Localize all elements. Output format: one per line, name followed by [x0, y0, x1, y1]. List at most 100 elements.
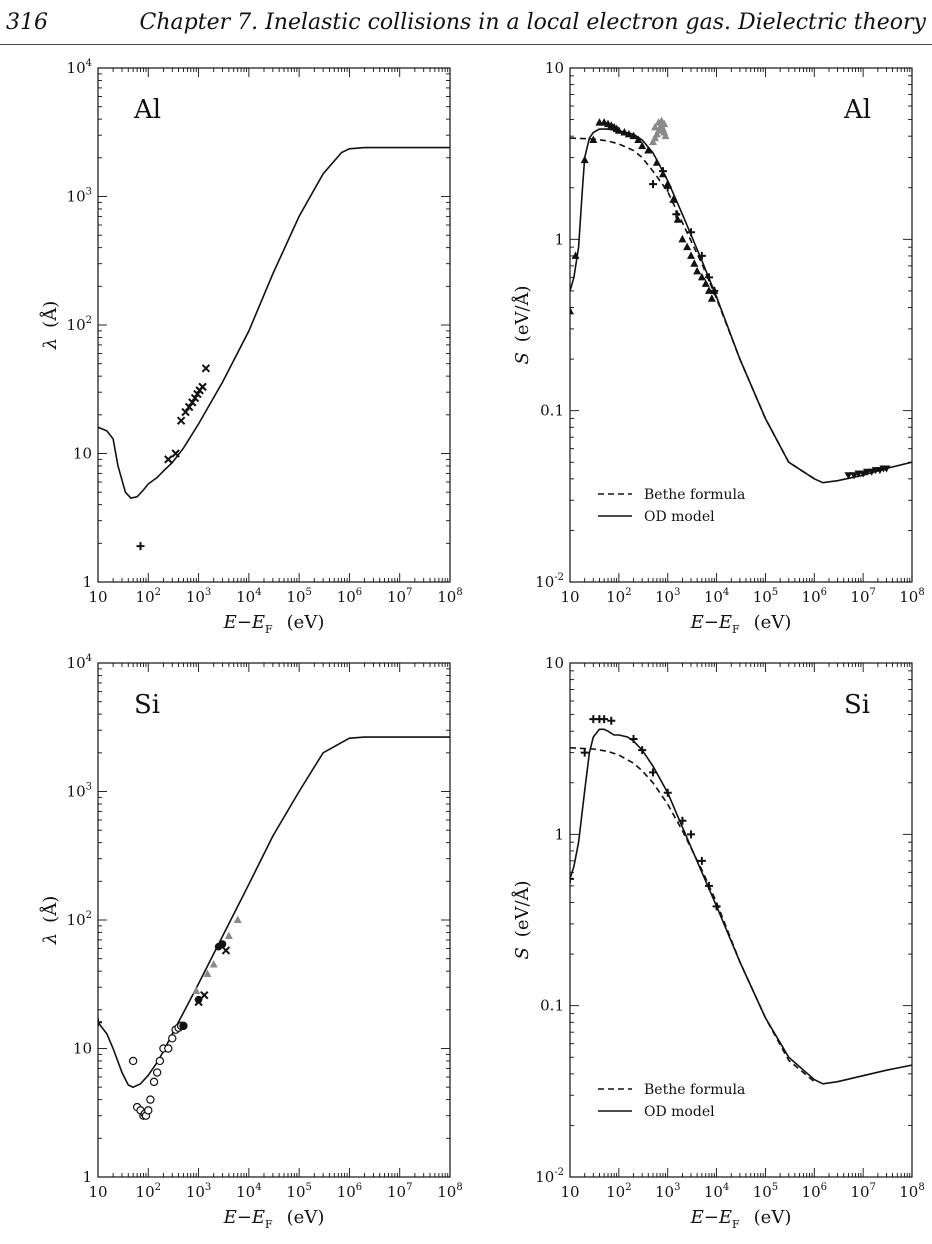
legend-label: OD model: [644, 1104, 715, 1120]
y-tick-label: 10: [545, 59, 564, 77]
axis-ticks: [97, 663, 450, 1178]
x-tick-label: 103: [186, 1182, 211, 1201]
x-tick-label: 102: [606, 587, 631, 606]
x-tick-label: 107: [387, 1182, 412, 1201]
x-tick-label: 107: [387, 587, 412, 606]
x-axis-label: E−EF (eV): [223, 612, 325, 636]
solid-line: [570, 728, 912, 1085]
data-point-filled-circle: [218, 940, 227, 948]
data-point-triangle: [614, 126, 623, 134]
data-point-triangle: [697, 272, 706, 281]
y-tick-label: 104: [67, 58, 92, 77]
x-tick-label: 102: [136, 587, 161, 606]
data-point-triangle: [652, 158, 661, 166]
data-point-grey: [192, 986, 201, 995]
data-point-grey: [203, 969, 212, 977]
x-tick-label: 104: [236, 1182, 261, 1201]
legend: Bethe formula OD model: [598, 1082, 745, 1120]
x-tick-label: 10: [88, 588, 107, 606]
data-point-cross: [190, 393, 200, 403]
data-point-plus: [658, 167, 667, 176]
page-number: 316: [6, 10, 48, 35]
x-tick-label: 106: [802, 587, 827, 606]
data-point-open-circle: [152, 1068, 162, 1077]
solid-line: [570, 128, 912, 484]
x-tick-label: 105: [286, 587, 311, 606]
y-tick-label: 102: [67, 910, 92, 929]
data-point-triangle: [644, 145, 653, 154]
series-group: [570, 715, 912, 1085]
y-axis-label: λ(Å): [39, 301, 61, 350]
data-point-filled-circle: [179, 1022, 188, 1030]
data-point-cross: [188, 398, 197, 407]
y-tick-label: 0.1: [540, 997, 564, 1015]
y-tick-label: 1: [554, 825, 564, 843]
x-tick-label: 106: [337, 1182, 362, 1201]
dashed-line: [570, 747, 815, 1083]
data-point-grey: [660, 119, 669, 128]
legend-label: Bethe formula: [644, 487, 745, 503]
chart-al-stopping-power: 10 102 103 104 105 106 107 108 10-2 0.1 1 10 E−EF (eV…: [511, 59, 925, 636]
data-point-open-circle: [164, 1044, 173, 1053]
material-label: Al: [133, 95, 161, 125]
data-point-plus: [649, 768, 658, 777]
data-point-plus: [570, 874, 574, 883]
x-tick-label: 103: [655, 587, 680, 606]
x-tick-label: 106: [337, 587, 362, 606]
data-point-grey: [649, 137, 658, 145]
dashed-line: [570, 137, 815, 480]
data-point-cross: [200, 990, 209, 1000]
data-point-triangle: [570, 306, 574, 315]
data-point-cross: [198, 382, 207, 392]
data-point-open-circle: [144, 1106, 153, 1115]
data-point-triangle: [693, 266, 702, 275]
data-point-cross: [194, 997, 203, 1007]
y-tick-label: 1: [82, 573, 92, 591]
data-point-triangle: [634, 135, 643, 143]
x-tick-label: 105: [753, 1182, 778, 1201]
y-tick-label: 10-2: [535, 572, 564, 591]
legend: Bethe formula OD model: [598, 487, 745, 525]
data-point-grey: [651, 122, 660, 131]
chart-si-stopping-power: 10 102 103 104 105 106 107 108 10-2 0.1 1 10 E−EF (eV…: [511, 654, 925, 1231]
plot-frame: [569, 67, 913, 583]
y-tick-label: 103: [67, 782, 92, 801]
axis-ticks: [569, 68, 912, 583]
data-point-cross: [176, 416, 186, 425]
y-tick-label: 10-2: [535, 1167, 564, 1186]
data-point-triangle: [571, 251, 580, 259]
data-point-plus: [687, 228, 696, 237]
data-point-grey: [661, 131, 670, 140]
legend-label: Bethe formula: [644, 1082, 745, 1098]
data-point-plus: [687, 830, 696, 839]
series-group: [570, 116, 912, 484]
data-point-triangle: [620, 128, 629, 136]
y-axis-label: S(eV/Å): [511, 285, 533, 364]
data-point-grey: [209, 960, 218, 968]
data-point-triangle: [629, 131, 638, 140]
data-point-triangle: [707, 294, 716, 302]
data-point-triangle: [669, 195, 678, 203]
data-point-triangle-down: [844, 472, 853, 480]
data-point-triangle: [701, 279, 710, 287]
data-point-triangle: [705, 286, 714, 294]
chart-al-mean-free-path: 10 102 103 104 105 106 107 108110102103104E−EF(…: [39, 58, 463, 636]
x-tick-label: 103: [186, 587, 211, 606]
data-point-triangle: [624, 129, 633, 138]
page-header: 316 Chapter 7. Inelastic collisions in a…: [0, 0, 932, 50]
x-axis-label: E−EF (eV): [690, 1207, 792, 1231]
data-point-plus: [600, 715, 609, 724]
series-group: [98, 736, 450, 1120]
data-point-open-circle: [149, 1077, 159, 1087]
x-tick-label: 104: [236, 587, 261, 606]
data-point-plus: [649, 180, 658, 189]
data-point-grey: [233, 915, 242, 923]
data-point-plus: [697, 856, 706, 865]
data-point-plus: [705, 273, 714, 282]
y-tick-label: 1: [82, 1168, 92, 1186]
x-tick-label: 105: [286, 1182, 311, 1201]
y-tick-label: 103: [67, 187, 92, 206]
y-tick-label: 104: [67, 653, 92, 672]
series-group: [98, 146, 450, 551]
data-point-triangle: [687, 251, 696, 259]
